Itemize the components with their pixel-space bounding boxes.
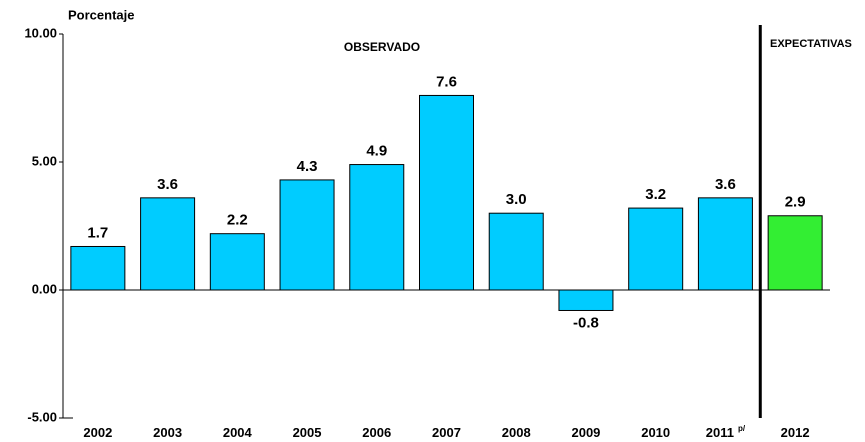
value-label: 1.7 bbox=[87, 224, 108, 241]
annotation: OBSERVADO bbox=[344, 40, 420, 54]
x-tick-label: 2012 bbox=[781, 425, 810, 440]
x-tick-label: 2003 bbox=[153, 425, 182, 440]
y-tick-label: -5.00 bbox=[27, 409, 57, 424]
y-tick-label: 5.00 bbox=[32, 153, 57, 168]
x-tick-label-text: 2005 bbox=[293, 425, 322, 440]
bar bbox=[767, 215, 823, 291]
x-tick-label: 2008 bbox=[502, 425, 531, 440]
x-tick-label: 2007 bbox=[432, 425, 461, 440]
value-label: 3.6 bbox=[157, 176, 178, 193]
bar bbox=[628, 207, 684, 291]
x-tick-label: 2009 bbox=[571, 425, 600, 440]
value-label: -0.8 bbox=[573, 314, 599, 331]
x-tick-label: 2010 bbox=[641, 425, 670, 440]
x-tick-label-text: 2002 bbox=[83, 425, 112, 440]
y-tick-label: 0.00 bbox=[32, 281, 57, 296]
x-tick-label-text: 2003 bbox=[153, 425, 182, 440]
x-tick-label: 2005 bbox=[293, 425, 322, 440]
bar bbox=[488, 212, 544, 291]
value-label: 4.3 bbox=[297, 158, 318, 175]
bar bbox=[70, 245, 126, 291]
superscript: p/ bbox=[738, 424, 746, 433]
x-tick-label-text: 2004 bbox=[223, 425, 253, 440]
value-label: 4.9 bbox=[366, 143, 387, 160]
value-label: 3.0 bbox=[506, 191, 527, 208]
x-tick-label-text: 2006 bbox=[362, 425, 391, 440]
value-label: 2.9 bbox=[785, 194, 806, 211]
x-tick-label: 2004 bbox=[223, 425, 253, 440]
bar bbox=[209, 233, 265, 291]
x-tick-label: 2006 bbox=[362, 425, 391, 440]
value-label: 2.2 bbox=[227, 212, 248, 229]
bar bbox=[349, 164, 405, 291]
x-tick-label-text: 2012 bbox=[781, 425, 810, 440]
value-label: 3.6 bbox=[715, 176, 736, 193]
x-tick-label: 2002 bbox=[83, 425, 112, 440]
bar bbox=[558, 289, 614, 311]
value-label: 3.2 bbox=[645, 186, 666, 203]
annotation: EXPECTATIVAS bbox=[770, 38, 852, 50]
x-tick-label-text: 2010 bbox=[641, 425, 670, 440]
bar bbox=[697, 197, 753, 291]
x-tick-label-text: 2011 bbox=[706, 425, 734, 440]
x-tick-label-text: 2008 bbox=[502, 425, 531, 440]
value-label: 7.6 bbox=[436, 73, 457, 90]
x-tick-label-text: 2007 bbox=[432, 425, 461, 440]
y-axis-label: Porcentaje bbox=[68, 7, 134, 22]
y-tick-label: 10.00 bbox=[24, 25, 57, 40]
x-tick-label: 2011 p/ bbox=[706, 424, 746, 440]
x-tick-label-text: 2009 bbox=[571, 425, 600, 440]
bar bbox=[140, 197, 196, 291]
bar bbox=[419, 94, 474, 291]
bar bbox=[279, 179, 335, 291]
